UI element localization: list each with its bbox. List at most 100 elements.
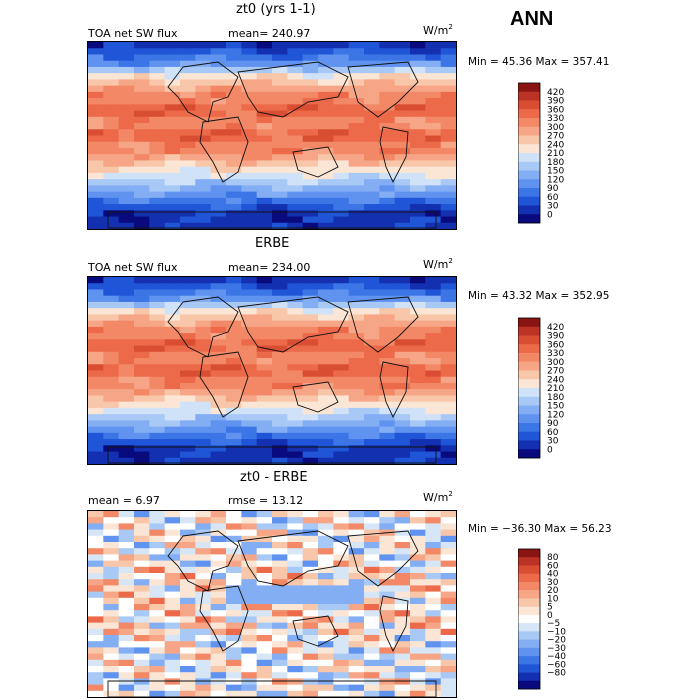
map-cell xyxy=(149,66,166,74)
map-cell xyxy=(440,604,456,611)
map-cell xyxy=(364,339,380,347)
map-cell xyxy=(348,222,365,229)
colorbar-tick-label: 390 xyxy=(547,332,564,342)
map-cell xyxy=(287,364,304,371)
map-cell xyxy=(164,339,181,347)
map-cell xyxy=(88,690,104,697)
map-cell xyxy=(164,560,181,568)
map-cell xyxy=(88,628,104,636)
map-cell xyxy=(364,85,380,93)
map-cell xyxy=(333,420,350,428)
map-cell xyxy=(134,579,150,586)
map-cell xyxy=(364,216,380,224)
map-cell xyxy=(195,641,212,648)
map-cell xyxy=(118,548,135,555)
map-cell xyxy=(318,523,334,531)
colorbar-swatch xyxy=(518,647,540,657)
map-cell xyxy=(379,684,396,692)
colorbar-swatch xyxy=(518,344,540,354)
map-cell xyxy=(180,542,196,549)
map-cell xyxy=(134,635,150,642)
map-cell xyxy=(348,647,365,655)
map-cell xyxy=(149,659,166,667)
map-cell xyxy=(333,432,350,440)
map-cell xyxy=(272,382,288,390)
map-cell xyxy=(256,147,273,155)
map-cell xyxy=(241,308,258,315)
map-cell xyxy=(118,653,135,661)
map-cell xyxy=(425,376,442,384)
map-cell xyxy=(134,326,150,334)
map-cell xyxy=(410,48,426,55)
map-cell xyxy=(302,141,319,149)
map-cell xyxy=(134,585,150,593)
map-cell xyxy=(103,370,120,378)
map-cell xyxy=(88,197,104,205)
map-cell xyxy=(348,591,365,599)
map-cell xyxy=(210,579,227,586)
map-cell xyxy=(180,104,196,112)
map-cell xyxy=(210,523,227,531)
map-cell xyxy=(302,91,319,99)
colorbar-swatch xyxy=(518,680,540,690)
map-cell xyxy=(318,382,334,390)
map-cell xyxy=(394,135,411,143)
map-cell xyxy=(241,333,258,340)
map-cell xyxy=(364,635,380,642)
map-cell xyxy=(318,73,334,80)
colorbar-frame xyxy=(518,548,541,690)
map-cell xyxy=(164,376,181,384)
map-cell xyxy=(210,554,227,562)
map-cell xyxy=(164,529,181,537)
continent-outline xyxy=(199,116,249,183)
map-cell xyxy=(348,420,365,428)
map-cell xyxy=(149,666,166,673)
map-cell xyxy=(195,439,212,446)
map-cell xyxy=(425,216,442,224)
map-cell xyxy=(226,523,242,531)
map-cell xyxy=(118,116,135,124)
map-cell xyxy=(410,73,426,80)
map-cell xyxy=(348,523,365,531)
map-cell xyxy=(256,653,273,661)
map-cell xyxy=(88,345,104,353)
map-cell xyxy=(241,511,258,518)
map-cell xyxy=(134,395,150,403)
map-cell xyxy=(364,457,380,464)
map-cell xyxy=(410,635,426,642)
map-cell xyxy=(287,628,304,636)
map-cell xyxy=(272,529,288,537)
map-cell xyxy=(180,628,196,636)
map-cell xyxy=(241,277,258,284)
map-cell xyxy=(348,73,365,80)
map-cell xyxy=(241,647,258,655)
map-cell xyxy=(226,420,242,428)
map-cell xyxy=(118,283,135,290)
map-cell xyxy=(364,566,380,574)
map-cell xyxy=(272,79,288,87)
map-cell xyxy=(425,210,442,218)
map-cell xyxy=(379,358,396,365)
map-cell xyxy=(364,511,380,518)
map-cell xyxy=(364,641,380,648)
map-cell xyxy=(440,523,456,531)
map-cell xyxy=(394,566,411,574)
map-cell xyxy=(333,678,350,686)
map-cell xyxy=(348,457,365,464)
map-cell xyxy=(425,653,442,661)
map-cell xyxy=(226,141,242,149)
map-cell xyxy=(210,283,227,290)
map-cell xyxy=(440,216,456,224)
map-cell xyxy=(241,554,258,562)
map-cell xyxy=(103,66,120,74)
map-cell xyxy=(302,610,319,617)
map-cell xyxy=(256,432,273,440)
map-cell xyxy=(195,420,212,428)
map-cell xyxy=(118,289,135,297)
map-cell xyxy=(241,204,258,211)
map-cell xyxy=(348,204,365,211)
map-cell xyxy=(226,678,242,686)
map-cell xyxy=(118,566,135,574)
map-cell xyxy=(440,289,456,297)
map-cell xyxy=(272,289,288,297)
